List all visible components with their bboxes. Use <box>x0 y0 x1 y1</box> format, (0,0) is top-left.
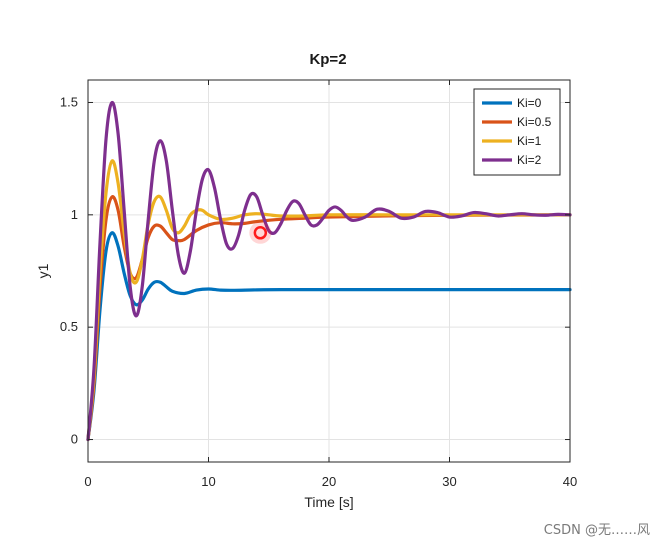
series-line-ki-2 <box>86 100 572 442</box>
legend-label: Ki=0.5 <box>517 115 552 129</box>
legend-label: Ki=0 <box>517 96 542 110</box>
x-tick-label: 40 <box>563 474 577 489</box>
y-tick-label: 0 <box>71 432 78 447</box>
series-line-ki-0 <box>86 231 572 442</box>
x-tick-label: 10 <box>201 474 215 489</box>
legend-label: Ki=2 <box>517 153 542 167</box>
marker-glow <box>249 221 272 244</box>
series-line-ki-1 <box>86 159 572 442</box>
legend: Ki=0 Ki=0.5 Ki=1 Ki=2 <box>473 88 561 176</box>
x-tick-label: 0 <box>84 474 91 489</box>
x-axis-label: Time [s] <box>304 494 353 510</box>
highlight-marker <box>249 221 272 244</box>
series-lines <box>86 100 572 442</box>
x-tick-label: 20 <box>322 474 336 489</box>
legend-label: Ki=1 <box>517 134 542 148</box>
x-axis-ticks: 0 10 20 30 40 <box>84 80 577 489</box>
chart-title: Kp=2 <box>309 51 346 68</box>
y-tick-label: 1.5 <box>60 94 78 109</box>
y-axis-ticks: 0 0.5 1 1.5 <box>60 94 570 447</box>
marker-ring <box>253 226 268 240</box>
y-tick-label: 0.5 <box>60 319 78 334</box>
y-axis-label: y1 <box>35 263 51 278</box>
y-tick-label: 1 <box>71 207 78 222</box>
watermark-text: CSDN @无……风 <box>543 523 650 538</box>
x-tick-label: 30 <box>442 474 456 489</box>
